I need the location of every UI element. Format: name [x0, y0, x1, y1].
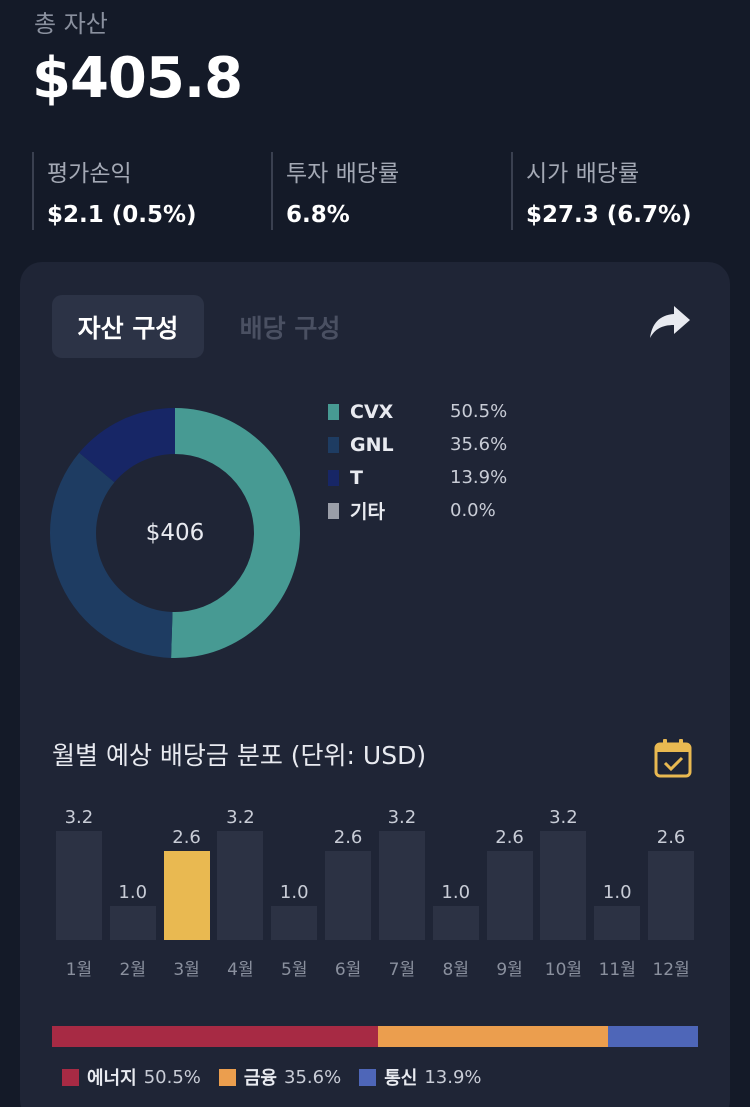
sector-swatch	[359, 1068, 377, 1086]
month-tick-label: 6월	[334, 960, 362, 980]
bar-value-label: 2.6	[656, 827, 686, 849]
sector-distribution-bar	[52, 1026, 698, 1047]
sector-name: 에너지	[87, 1068, 137, 1089]
share-icon[interactable]	[648, 302, 692, 342]
sector-segment	[52, 1026, 379, 1047]
asset-legend: CVX 50.5% GNL 35.6% T 13.9% 기타 0.0%	[328, 395, 507, 527]
legend-pct: 0.0%	[450, 500, 496, 521]
total-assets-label: 총 자산	[34, 10, 108, 38]
bar-month-1[interactable]	[55, 831, 102, 940]
legend-swatch	[328, 403, 339, 420]
donut-center-value: $406	[145, 520, 205, 546]
bar-value-label: 2.6	[172, 827, 201, 849]
legend-pct: 50.5%	[450, 401, 508, 422]
stat-market-yield-value: $27.3 (6.7%)	[526, 202, 692, 228]
legend-pct: 35.6%	[450, 434, 508, 455]
sector-name: 금융	[243, 1068, 277, 1089]
sector-name: 통신	[384, 1068, 418, 1089]
stats-row: 평가손익 $2.1 (0.5%) 투자 배당률 6.8% 시가 배당률 $27.…	[32, 152, 722, 230]
month-tick-label: 9월	[496, 960, 523, 980]
sector-segment	[608, 1026, 698, 1047]
sector-legend-item: 에너지 50.5%	[62, 1064, 201, 1090]
legend-name: CVX	[350, 400, 394, 423]
bar-month-8[interactable]	[432, 905, 479, 940]
bar-month-10[interactable]	[540, 831, 587, 940]
month-tick-label: 4월	[227, 960, 254, 980]
sector-swatch	[218, 1068, 236, 1086]
month-tick-label: 2월	[119, 960, 146, 980]
tab-asset-composition[interactable]: 자산 구성	[52, 295, 204, 358]
legend-name: GNL	[350, 433, 394, 456]
bar-month-5[interactable]	[271, 905, 318, 940]
bar-value-label: 2.6	[333, 827, 363, 849]
legend-pct: 13.9%	[450, 467, 508, 488]
donut-slice-cvx	[171, 408, 300, 658]
month-tick-label: 8월	[442, 960, 469, 980]
asset-donut-chart	[49, 408, 300, 658]
stat-profit-label: 평가손익	[47, 161, 132, 187]
legend-swatch	[328, 469, 339, 486]
bar-value-label: 3.2	[64, 807, 94, 828]
bar-month-4[interactable]	[217, 831, 264, 940]
legend-swatch	[328, 502, 339, 519]
bar-month-11[interactable]	[594, 905, 641, 940]
month-tick-label: 1월	[65, 960, 93, 980]
monthly-dividend-bar-chart: 3.2 1월 1.0 2월 2.6 3월 3.2 4월 1.0 5월 2.6 6월 3.2 7월 1.0 8월…	[52, 797, 698, 987]
bar-value-label: 1.0	[279, 881, 309, 903]
donut-slice-gnl	[49, 452, 173, 658]
bar-value-label: 3.2	[226, 807, 255, 828]
legend-item: CVX 50.5%	[328, 395, 507, 428]
legend-item: 기타 0.0%	[328, 494, 507, 527]
sector-legend: 에너지 50.5% 금융 35.6% 통신 13.9%	[62, 1064, 500, 1090]
dividend-chart-title: 월별 예상 배당금 분포 (단위: USD)	[52, 741, 427, 770]
stat-profit: 평가손익 $2.1 (0.5%)	[32, 152, 197, 230]
legend-name: 기타	[350, 501, 385, 523]
stat-invest-yield: 투자 배당률 6.8%	[271, 152, 399, 230]
bar-month-6[interactable]	[325, 851, 372, 940]
sector-legend-item: 금융 35.6%	[218, 1064, 342, 1090]
legend-item: GNL 35.6%	[328, 428, 507, 461]
stat-market-yield-label: 시가 배당률	[526, 161, 640, 187]
stat-invest-yield-value: 6.8%	[286, 202, 350, 228]
bar-value-label: 3.2	[387, 807, 417, 828]
bar-month-3[interactable]	[163, 851, 210, 940]
sector-legend-item: 통신 13.9%	[359, 1064, 482, 1090]
month-tick-label: 12월	[652, 960, 690, 980]
bar-value-label: 1.0	[602, 881, 632, 903]
bar-value-label: 3.2	[549, 807, 578, 828]
legend-item: T 13.9%	[328, 461, 507, 494]
total-assets-value: $405.8	[32, 46, 243, 111]
legend-swatch	[328, 436, 339, 453]
sector-swatch	[62, 1068, 79, 1086]
tab-dividend-composition[interactable]: 배당 구성	[239, 313, 341, 343]
stat-invest-yield-label: 투자 배당률	[286, 161, 400, 187]
bar-month-7[interactable]	[378, 831, 425, 940]
sector-pct: 35.6%	[284, 1066, 342, 1088]
month-tick-label: 10월	[544, 960, 583, 980]
month-tick-label: 3월	[173, 960, 200, 980]
sector-pct: 50.5%	[143, 1066, 201, 1088]
sector-segment	[378, 1026, 609, 1047]
month-tick-label: 7월	[388, 960, 416, 980]
portfolio-card: 자산 구성 배당 구성 $406 CVX 50.5% GNL 35.6% T 13.9% 기…	[20, 262, 730, 1107]
bar-value-label: 2.6	[495, 827, 524, 849]
calendar-check-icon[interactable]	[654, 738, 692, 778]
month-tick-label: 5월	[281, 960, 308, 980]
stat-profit-value: $2.1 (0.5%)	[47, 202, 197, 228]
donut-slice-t	[79, 408, 175, 483]
stat-market-yield: 시가 배당률 $27.3 (6.7%)	[511, 152, 692, 230]
bar-month-2[interactable]	[109, 905, 156, 940]
sector-pct: 13.9%	[424, 1066, 482, 1088]
bar-month-9[interactable]	[486, 851, 533, 940]
month-tick-label: 11월	[598, 960, 636, 980]
bar-month-12[interactable]	[648, 851, 695, 940]
legend-name: T	[350, 466, 363, 489]
bar-value-label: 1.0	[118, 881, 148, 903]
bar-value-label: 1.0	[441, 881, 471, 903]
